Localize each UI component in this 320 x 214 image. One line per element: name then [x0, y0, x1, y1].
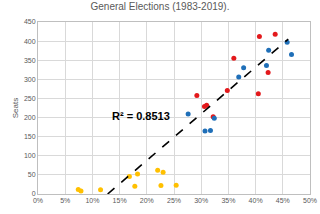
svg-text:400: 400	[24, 38, 36, 45]
svg-text:40%: 40%	[249, 197, 263, 204]
svg-text:50: 50	[28, 171, 36, 178]
svg-text:50%: 50%	[303, 197, 317, 204]
svg-text:200: 200	[24, 114, 36, 121]
svg-text:Seats: Seats	[11, 98, 20, 118]
svg-text:350: 350	[24, 57, 36, 64]
svg-text:0: 0	[32, 190, 36, 197]
svg-text:300: 300	[24, 76, 36, 83]
svg-text:General Elections (1983-2019).: General Elections (1983-2019).	[91, 1, 230, 12]
svg-text:45%: 45%	[276, 197, 290, 204]
svg-text:R² = 0.8513: R² = 0.8513	[112, 110, 170, 122]
svg-text:35%: 35%	[221, 197, 235, 204]
svg-text:30%: 30%	[194, 197, 208, 204]
svg-text:250: 250	[24, 95, 36, 102]
svg-text:5%: 5%	[60, 197, 70, 204]
svg-text:0%: 0%	[33, 197, 43, 204]
svg-text:450: 450	[24, 18, 36, 25]
svg-text:100: 100	[24, 152, 36, 159]
svg-text:10%: 10%	[85, 197, 99, 204]
svg-text:150: 150	[24, 133, 36, 140]
svg-text:25%: 25%	[167, 197, 181, 204]
svg-text:20%: 20%	[140, 197, 154, 204]
svg-text:15%: 15%	[113, 197, 127, 204]
